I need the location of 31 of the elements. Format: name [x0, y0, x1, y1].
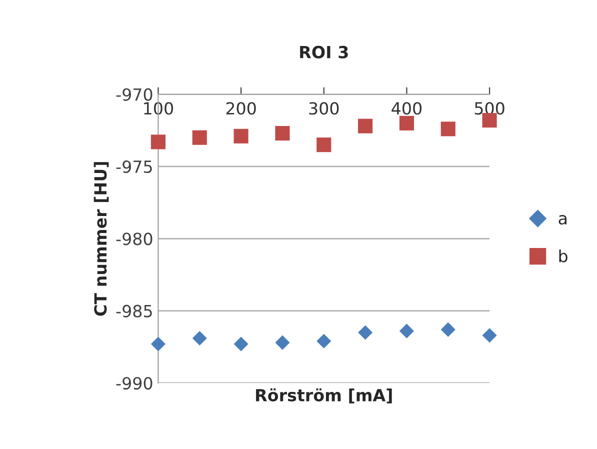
y-tick-label: -970: [116, 88, 152, 101]
point: [316, 138, 332, 152]
y-tick-label: -975: [116, 160, 152, 174]
point: [440, 122, 456, 136]
y-tick-label: -980: [116, 232, 152, 246]
point: [192, 130, 207, 145]
x-tick-label: 200: [226, 102, 256, 115]
legend-label: a: [558, 215, 566, 225]
y-tick-label: -985: [116, 304, 152, 318]
point: [275, 126, 290, 141]
point: [150, 134, 166, 150]
x-tick-label: 400: [392, 102, 422, 115]
point: [150, 336, 166, 352]
x-tick-label: 300: [309, 102, 339, 115]
y-axis-title: CT nummer [HU]: [94, 162, 109, 316]
x-tick-label: 100: [144, 102, 174, 115]
point: [275, 335, 290, 350]
point: [440, 322, 456, 337]
point: [358, 325, 373, 340]
point: [192, 330, 207, 346]
point: [399, 324, 414, 338]
point: [316, 334, 332, 348]
point: [358, 118, 373, 134]
point: [399, 116, 414, 130]
legend-label: b: [559, 249, 568, 262]
point: [482, 328, 497, 343]
chart-title: ROI 3: [300, 46, 348, 58]
y-tick-label: -990: [116, 376, 152, 390]
point: [234, 128, 248, 144]
x-axis-title: Rörström [mA]: [256, 388, 392, 404]
point: [234, 336, 248, 352]
